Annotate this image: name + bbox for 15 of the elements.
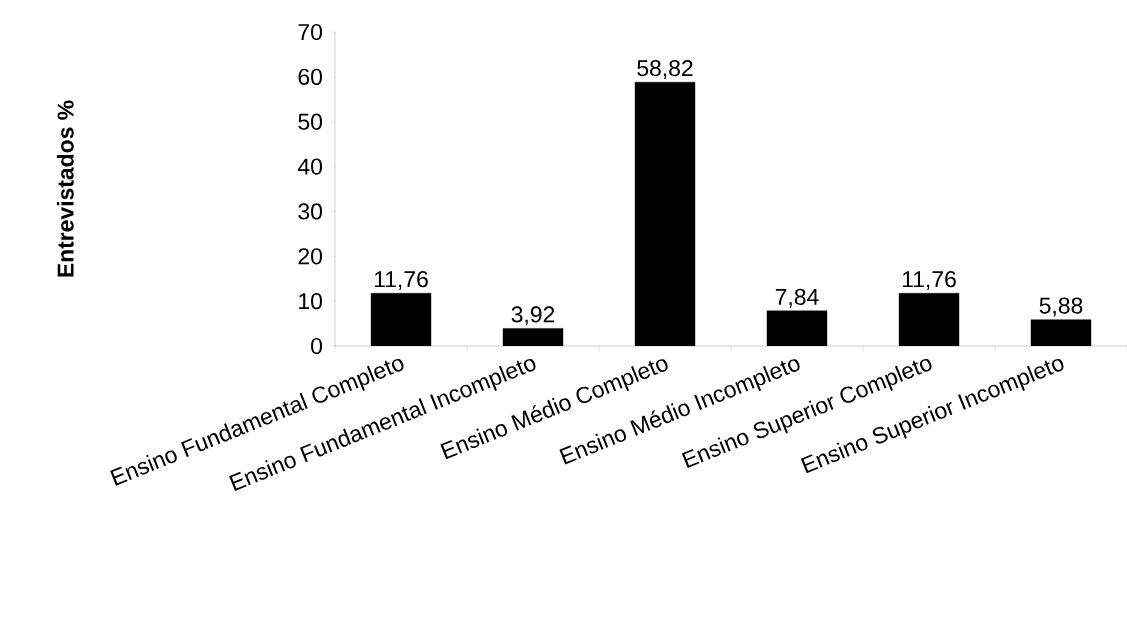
- y-tick-label: 40: [297, 158, 323, 175]
- data-label: 11,76: [902, 271, 956, 291]
- data-label: 7,84: [775, 288, 819, 308]
- y-tick-label: 50: [298, 113, 323, 130]
- y-tick-label: 60: [298, 68, 323, 85]
- data-label: 3,92: [511, 306, 555, 326]
- y-tick-label: 70: [298, 23, 323, 41]
- y-tick-label: 30: [298, 203, 323, 220]
- y-tick-label: 10: [299, 293, 323, 310]
- data-label: 5,88: [1039, 297, 1083, 317]
- y-tick-label: 20: [298, 248, 323, 265]
- y-axis-title: Entrevistados %: [56, 100, 74, 277]
- y-tick-label: 0: [311, 337, 323, 355]
- data-label: 11,76: [374, 271, 428, 291]
- data-label: 58,82: [637, 60, 693, 79]
